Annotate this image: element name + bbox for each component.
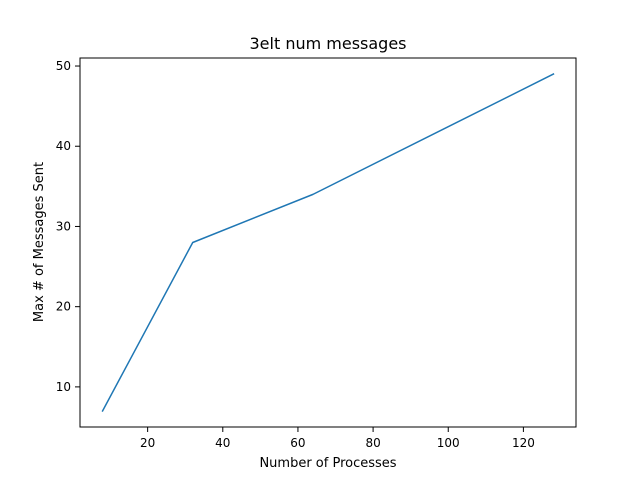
x-tick-label: 60 <box>290 436 305 450</box>
x-tick-label: 100 <box>437 436 460 450</box>
series-layer <box>101 73 555 412</box>
x-tick-label: 20 <box>140 436 155 450</box>
y-tick-label: 20 <box>56 300 71 314</box>
x-tick-label: 80 <box>365 436 380 450</box>
x-tick-label: 120 <box>512 436 535 450</box>
y-axis-label: Max # of Messages Sent <box>32 162 47 322</box>
y-tick-label: 30 <box>56 219 71 233</box>
series-line <box>101 73 555 412</box>
plot-area-frame <box>79 57 577 428</box>
x-tick-label: 40 <box>215 436 230 450</box>
x-axis-label: Number of Processes <box>259 456 396 471</box>
y-tick-label: 50 <box>56 59 71 73</box>
y-tick-label: 40 <box>56 139 71 153</box>
y-axis-ticks: 10 20 30 40 50 <box>56 59 80 394</box>
y-tick-label: 10 <box>56 380 71 394</box>
chart-title: 3elt num messages <box>249 34 406 53</box>
x-axis-ticks: 20 40 60 80 100 120 <box>140 427 535 450</box>
